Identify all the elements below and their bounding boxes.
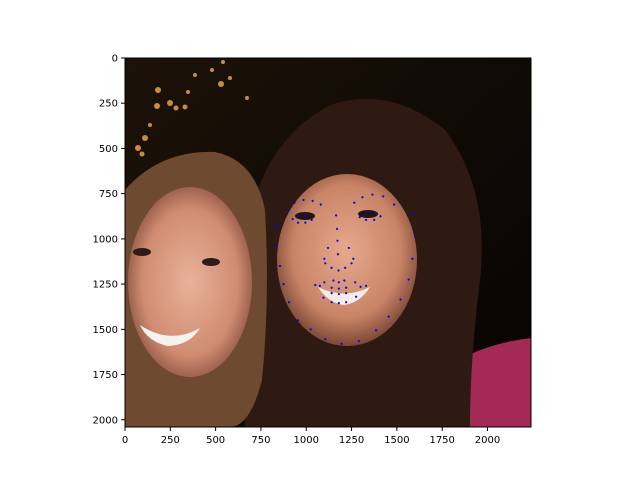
landmark-point: [304, 214, 307, 217]
landmark-point: [364, 218, 368, 221]
landmark-point: [311, 199, 314, 202]
landmark-point: [387, 315, 390, 318]
x-axis: 0 250 500 750 1000 1250 1500 1750 2000: [122, 427, 500, 446]
photo-image: [125, 58, 531, 427]
landmark-point: [358, 216, 361, 219]
landmark-point: [379, 215, 382, 218]
landmark-point: [354, 295, 358, 298]
y-tick-label: 1000: [93, 234, 118, 245]
y-tick-label: 1750: [93, 370, 118, 381]
landmark-point: [354, 281, 357, 284]
landmark-point: [373, 218, 376, 221]
landmark-point: [352, 257, 355, 260]
x-tick-label: 1000: [294, 435, 319, 446]
landmark-point: [296, 214, 300, 217]
landmark-point: [323, 281, 326, 284]
landmark-point: [337, 287, 340, 290]
y-tick-label: 2000: [93, 415, 118, 426]
landmark-point: [330, 292, 333, 295]
x-tick-label: 2000: [475, 435, 500, 446]
x-tick-label: 1750: [429, 435, 454, 446]
landmark-point: [337, 292, 340, 296]
landmark-point: [411, 257, 414, 260]
landmark-point: [337, 281, 340, 284]
x-tick-label: 0: [122, 435, 128, 446]
landmark-point: [324, 262, 327, 265]
landmark-point: [345, 292, 348, 295]
landmark-point: [413, 235, 417, 238]
landmark-point: [407, 278, 410, 281]
x-tick-label: 250: [161, 435, 180, 446]
landmark-point: [326, 246, 330, 250]
landmark-point: [347, 246, 350, 250]
landmark-point: [287, 208, 290, 212]
landmark-point: [382, 195, 385, 198]
landmark-point: [282, 283, 285, 286]
landmark-point: [309, 328, 312, 331]
x-tick-label: 500: [206, 435, 225, 446]
landmark-point: [399, 298, 402, 301]
landmark-point: [345, 286, 348, 289]
landmark-point: [337, 301, 340, 305]
landmark-point: [310, 218, 313, 221]
landmark-points: [275, 193, 417, 345]
landmark-point: [412, 212, 416, 215]
landmark-point: [350, 262, 353, 265]
y-tick-label: 1500: [93, 325, 118, 336]
landmark-point: [319, 203, 322, 206]
y-tick-label: 1250: [93, 280, 118, 291]
y-axis: 0 250 500 750 1000 1250 1500 1750 2000: [93, 54, 125, 426]
landmark-point: [353, 201, 356, 204]
landmark-point: [302, 198, 305, 202]
landmark-point: [340, 342, 343, 345]
landmark-point: [330, 266, 333, 269]
y-tick-label: 250: [99, 99, 118, 110]
landmark-point: [374, 329, 378, 332]
landmark-point: [322, 296, 325, 299]
landmark-point: [330, 301, 333, 304]
landmark-point: [344, 266, 347, 269]
landmark-point: [371, 193, 374, 196]
landmark-point: [330, 286, 333, 289]
landmark-point: [296, 319, 300, 322]
landmark-point: [335, 214, 338, 217]
landmark-point: [357, 339, 360, 343]
landmark-point: [336, 253, 340, 256]
y-tick-label: 750: [99, 189, 118, 200]
landmark-point: [335, 227, 339, 231]
x-tick-label: 1500: [384, 435, 409, 446]
x-tick-label: 750: [251, 435, 270, 446]
landmark-point: [304, 221, 307, 224]
landmark-point: [275, 245, 278, 248]
landmark-point: [275, 224, 278, 227]
landmark-point: [393, 203, 396, 206]
landmark-point: [373, 211, 376, 214]
landmark-point: [359, 285, 362, 288]
x-tick-label: 1250: [339, 435, 364, 446]
landmark-point: [296, 221, 300, 224]
landmark-point: [291, 217, 294, 221]
landmark-point: [364, 211, 368, 214]
landmark-point: [278, 264, 282, 268]
y-tick-label: 0: [112, 54, 118, 65]
y-tick-label: 500: [99, 144, 118, 155]
landmark-point: [314, 283, 317, 287]
bokeh-lights: [135, 60, 249, 157]
landmark-point: [361, 196, 364, 199]
landmark-point: [337, 269, 340, 272]
landmark-point: [287, 301, 291, 304]
landmark-point: [323, 257, 326, 260]
landmark-point: [318, 284, 321, 288]
landmark-point: [364, 284, 368, 288]
landmark-point: [336, 239, 339, 242]
landmark-point: [343, 279, 346, 282]
landmark-point: [345, 301, 348, 304]
landmark-point: [324, 338, 327, 341]
landmark-point: [332, 279, 335, 282]
axes-frame: [124, 57, 532, 428]
landmark-point: [293, 201, 296, 204]
